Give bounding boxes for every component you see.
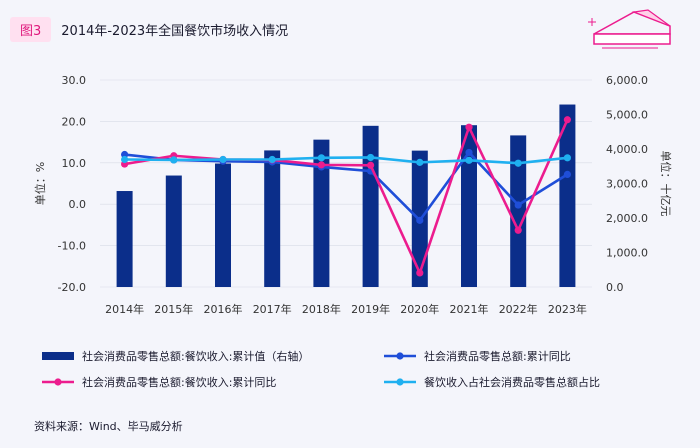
- bar: [461, 125, 477, 287]
- data-point: [121, 150, 129, 159]
- x-tick-label: 2020年: [400, 302, 439, 316]
- y-right-tick-label: 3,000.0: [606, 178, 648, 191]
- y-left-tick-label: -10.0: [58, 240, 86, 253]
- data-point: [317, 154, 325, 162]
- legend-label: 社会消费品零售总额:累计同比: [424, 350, 571, 363]
- data-point: [367, 153, 375, 162]
- data-point: [465, 123, 473, 131]
- y-right-tick-label: 4,000.0: [606, 143, 648, 156]
- x-tick-label: 2016年: [204, 302, 243, 316]
- data-point: [317, 161, 325, 169]
- y-right-tick-label: 1,000.0: [606, 247, 648, 260]
- y-right-tick-label: 0.0: [606, 281, 624, 294]
- bar: [264, 150, 281, 287]
- data-point: [416, 216, 424, 224]
- bar: [362, 125, 379, 287]
- data-point: [367, 161, 375, 169]
- decorative-cake-icon: [588, 9, 671, 49]
- x-tick-label: 2017年: [253, 302, 292, 316]
- legend-item: 社会消费品零售总额:餐饮收入:累计值（右轴）: [40, 348, 309, 364]
- legend-swatch: [42, 352, 74, 360]
- data-point: [416, 269, 424, 277]
- legend-label: 社会消费品零售总额:餐饮收入:累计同比: [82, 376, 277, 389]
- series-line: [124, 119, 569, 275]
- legend-swatch: [42, 378, 74, 386]
- y-left-tick-label: 0.0: [69, 198, 87, 211]
- source-note: 资料来源：Wind、毕马威分析: [34, 420, 183, 433]
- y-right-tick-label: 6,000.0: [606, 74, 648, 87]
- data-point: [219, 155, 227, 164]
- y-left-tick-label: 10.0: [62, 157, 87, 170]
- bar: [215, 163, 231, 287]
- bar: [510, 135, 527, 287]
- figure-label: 图3: [10, 16, 52, 42]
- data-point: [465, 148, 473, 157]
- data-point: [170, 156, 178, 164]
- chart-header: 图3 2014年-2023年全国餐饮市场收入情况: [10, 16, 288, 42]
- data-point: [416, 158, 424, 166]
- legend-item: 社会消费品零售总额:累计同比: [382, 348, 571, 364]
- data-point: [514, 159, 522, 167]
- x-tick-label: 2022年: [499, 302, 538, 316]
- bar: [559, 104, 576, 287]
- legend-item: 餐饮收入占社会消费品零售总额占比: [382, 374, 600, 390]
- data-point: [563, 116, 572, 124]
- x-tick-label: 2018年: [302, 302, 341, 316]
- x-tick-label: 2014年: [105, 302, 144, 316]
- series-line: [124, 156, 568, 165]
- y-left-tick-label: 30.0: [62, 74, 87, 87]
- chart-title: 2014年-2023年全国餐饮市场收入情况: [61, 23, 289, 39]
- legend-label: 社会消费品零售总额:餐饮收入:累计值（右轴）: [82, 350, 310, 363]
- x-tick-label: 2021年: [450, 302, 489, 316]
- y-right-axis-title: 单位：十亿元: [659, 151, 673, 217]
- y-right-tick-label: 5,000.0: [606, 109, 648, 122]
- legend-swatch: [384, 378, 416, 386]
- chart-area: -20.0 -10.0 0.0 10.0 20.0 30.0 0.0 1,000.0 2,000…: [33, 74, 673, 316]
- data-point: [563, 170, 572, 178]
- legend-label: 餐饮收入占社会消费品零售总额占比: [424, 376, 600, 389]
- y-left-axis-title: 单位：%: [33, 162, 47, 205]
- y-left-tick-label: -20.0: [58, 281, 86, 294]
- data-point: [514, 201, 522, 209]
- x-tick-label: 2023年: [548, 302, 587, 316]
- legend-swatch: [384, 352, 416, 360]
- y-right-tick-label: 2,000.0: [606, 212, 648, 225]
- data-point: [465, 156, 473, 164]
- bar: [116, 191, 133, 287]
- x-tick-label: 2019年: [351, 302, 390, 316]
- x-tick-label: 2015年: [154, 302, 193, 316]
- data-point: [268, 155, 276, 164]
- legend-item: 社会消费品零售总额:餐饮收入:累计同比: [40, 374, 276, 390]
- y-left-tick-label: 20.0: [62, 115, 87, 128]
- data-point: [563, 154, 572, 162]
- data-point: [514, 226, 522, 234]
- bar: [313, 139, 330, 287]
- bar: [165, 175, 182, 287]
- data-point: [121, 155, 129, 164]
